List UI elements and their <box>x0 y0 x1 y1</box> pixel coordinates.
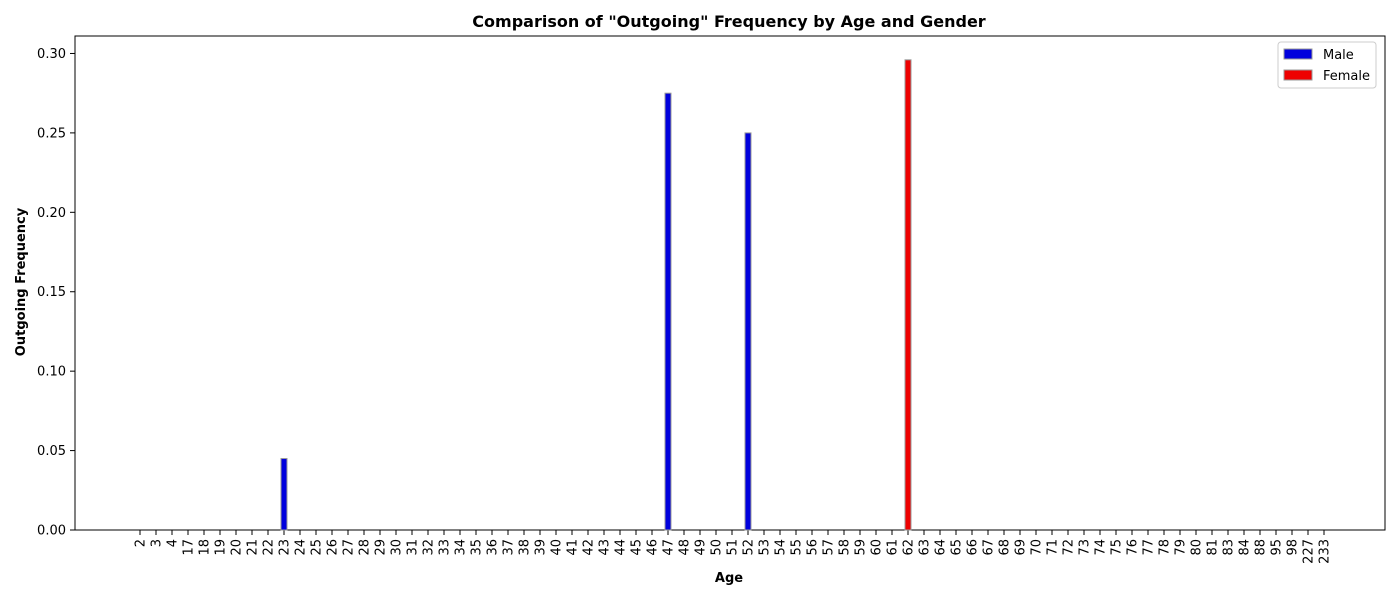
x-tick-label: 64 <box>934 539 949 556</box>
x-tick-label: 69 <box>1014 539 1029 556</box>
x-tick-label: 21 <box>246 539 261 556</box>
x-tick-label: 34 <box>454 539 469 556</box>
x-tick-label: 74 <box>1094 539 1109 556</box>
x-tick-label: 39 <box>534 539 549 556</box>
plot-area: 0.000.050.100.150.200.250.302 3 4 17 18 19 20 2… <box>37 35 1386 564</box>
x-tick-label: 35 <box>470 539 485 556</box>
x-tick-label: 4 <box>166 539 181 547</box>
x-tick-label: 56 <box>806 539 821 556</box>
x-tick-label: 79 <box>1174 539 1189 556</box>
bar-female-62 <box>904 59 912 531</box>
x-axis-label: Age <box>715 571 743 586</box>
x-tick-label: 38 <box>518 539 533 556</box>
x-tick-label: 41 <box>566 539 581 556</box>
x-tick-label: 52 <box>742 539 757 556</box>
x-tick-label: 58 <box>838 539 853 556</box>
x-tick-label: 2 <box>134 539 149 547</box>
x-tick-label: 76 <box>1126 539 1141 556</box>
bar-male-52 <box>744 132 752 531</box>
x-tick-label: 33 <box>438 539 453 556</box>
x-tick-label: 43 <box>598 539 613 556</box>
x-tick-label: 233 <box>1318 539 1333 564</box>
x-tick-label: 95 <box>1270 539 1285 556</box>
x-tick-label: 47 <box>662 539 677 556</box>
x-tick-label: 29 <box>374 539 389 556</box>
x-tick-label: 57 <box>822 539 837 556</box>
x-tick-label: 72 <box>1062 539 1077 556</box>
x-tick-label: 18 <box>198 539 213 556</box>
y-tick-label: 0.10 <box>37 365 66 380</box>
x-tick-label: 30 <box>390 539 405 556</box>
x-tick-label: 51 <box>726 539 741 556</box>
x-tick-label: 75 <box>1110 539 1125 556</box>
x-tick-label: 53 <box>758 539 773 556</box>
x-tick-label: 20 <box>230 539 245 556</box>
x-tick-label: 63 <box>918 539 933 556</box>
x-tick-label: 23 <box>278 539 293 556</box>
x-tick-label: 32 <box>422 539 437 556</box>
plot-frame <box>74 35 1386 531</box>
x-tick-label: 31 <box>406 539 421 556</box>
x-tick-label: 46 <box>646 539 661 556</box>
x-tick-label: 71 <box>1046 539 1061 556</box>
x-tick-label: 67 <box>982 539 997 556</box>
legend-swatch-female <box>1283 69 1313 81</box>
x-tick-label: 55 <box>790 539 805 556</box>
x-tick-label: 88 <box>1254 539 1269 556</box>
x-tick-label: 68 <box>998 539 1013 556</box>
x-tick-label: 19 <box>214 539 229 556</box>
x-tick-label: 28 <box>358 539 373 556</box>
x-tick-label: 70 <box>1030 539 1045 556</box>
x-tick-label: 42 <box>582 539 597 556</box>
bar-male-23 <box>280 458 288 531</box>
y-tick-label: 0.00 <box>37 524 66 539</box>
y-axis-label: Outgoing Frequency <box>14 207 29 356</box>
x-tick-label: 40 <box>550 539 565 556</box>
y-tick-label: 0.20 <box>37 206 66 221</box>
x-tick-label: 81 <box>1206 539 1221 556</box>
x-tick-label: 44 <box>614 539 629 556</box>
x-tick-label: 48 <box>678 539 693 556</box>
x-tick-label: 26 <box>326 539 341 556</box>
x-tick-label: 73 <box>1078 539 1093 556</box>
x-tick-label: 27 <box>342 539 357 556</box>
x-tick-label: 84 <box>1238 539 1253 556</box>
x-tick-label: 17 <box>182 539 197 556</box>
x-tick-label: 78 <box>1158 539 1173 556</box>
x-tick-label: 77 <box>1142 539 1157 556</box>
chart-title: Comparison of "Outgoing" Frequency by Ag… <box>472 12 986 31</box>
y-tick-label: 0.25 <box>37 126 66 141</box>
x-tick-label: 227 <box>1302 539 1317 564</box>
x-tick-label: 60 <box>870 539 885 556</box>
legend-label-male: Male <box>1323 48 1354 63</box>
x-tick-label: 54 <box>774 539 789 556</box>
x-tick-label: 66 <box>966 539 981 556</box>
x-tick-label: 59 <box>854 539 869 556</box>
x-tick-label: 65 <box>950 539 965 556</box>
x-tick-label: 37 <box>502 539 517 556</box>
chart-legend: Male Female <box>1277 41 1377 89</box>
bar-male-47 <box>664 92 672 531</box>
y-tick-label: 0.05 <box>37 444 66 459</box>
x-tick-label: 61 <box>886 539 901 556</box>
x-tick-label: 98 <box>1286 539 1301 556</box>
x-tick-label: 36 <box>486 539 501 556</box>
x-tick-label: 3 <box>150 539 165 547</box>
x-tick-label: 62 <box>902 539 917 556</box>
x-tick-label: 24 <box>294 539 309 556</box>
y-tick-label: 0.30 <box>37 47 66 62</box>
y-tick-label: 0.15 <box>37 285 66 300</box>
x-tick-label: 50 <box>710 539 725 556</box>
x-tick-label: 45 <box>630 539 645 556</box>
x-tick-label: 80 <box>1190 539 1205 556</box>
x-tick-label: 22 <box>262 539 277 556</box>
legend-label-female: Female <box>1323 69 1370 84</box>
x-tick-label: 83 <box>1222 539 1237 556</box>
x-tick-label: 49 <box>694 539 709 556</box>
x-tick-label: 25 <box>310 539 325 556</box>
legend-swatch-male <box>1283 48 1313 60</box>
